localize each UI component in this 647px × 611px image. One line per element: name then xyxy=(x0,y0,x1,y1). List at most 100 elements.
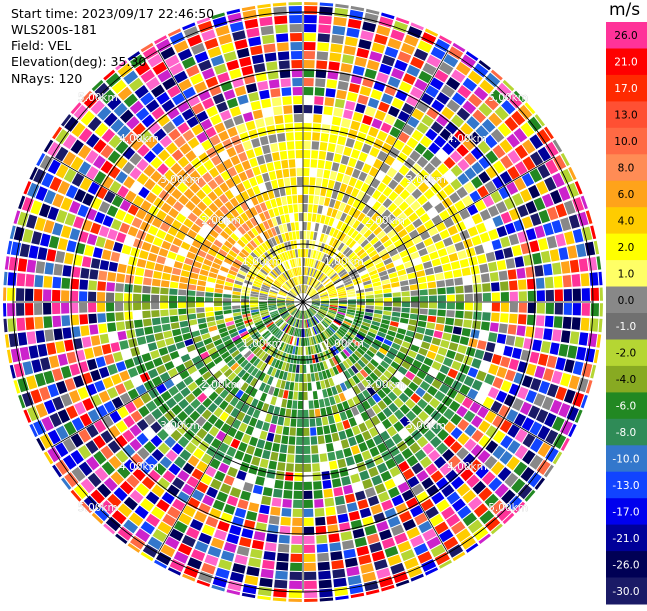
range-gate xyxy=(282,223,288,233)
range-gate xyxy=(238,251,247,260)
range-gate xyxy=(286,372,292,381)
range-gate xyxy=(431,491,445,505)
range-gate xyxy=(261,98,272,109)
range-gate xyxy=(425,506,439,519)
range-gate xyxy=(151,278,161,287)
range-gate xyxy=(441,484,455,498)
range-gate xyxy=(328,291,337,295)
range-gate xyxy=(337,288,346,293)
range-gate xyxy=(383,257,393,266)
range-gate xyxy=(442,332,452,341)
range-gate xyxy=(277,133,286,142)
range-gate xyxy=(545,303,554,315)
range-gate xyxy=(284,381,290,390)
range-gate xyxy=(231,375,241,385)
range-gate xyxy=(251,311,260,316)
range-gate xyxy=(383,224,393,234)
range-gate xyxy=(489,272,499,282)
range-gate xyxy=(219,182,229,193)
colorbar-swatch xyxy=(606,392,647,420)
range-gate xyxy=(77,204,89,218)
range-gate xyxy=(379,220,389,230)
range-gate xyxy=(7,272,17,286)
colorbar-tick-label: 2.0 xyxy=(618,242,635,254)
range-gate xyxy=(490,190,503,204)
range-gate xyxy=(492,144,506,159)
range-gate xyxy=(284,344,289,353)
range-gate xyxy=(299,285,302,294)
range-gate xyxy=(428,309,437,316)
range-gate xyxy=(221,335,231,343)
range-gate xyxy=(216,319,225,325)
range-gate xyxy=(455,285,464,294)
range-gate xyxy=(318,15,332,25)
range-gate xyxy=(446,294,455,302)
range-gate xyxy=(186,476,199,488)
range-gate xyxy=(464,167,477,180)
range-gate xyxy=(134,319,143,328)
range-gate xyxy=(265,200,272,210)
range-gate xyxy=(420,92,434,106)
range-gate xyxy=(342,275,351,282)
range-gate xyxy=(365,291,374,296)
range-gate xyxy=(21,392,34,407)
range-gate xyxy=(454,241,465,252)
colorbar-swatch xyxy=(606,48,647,76)
range-gate xyxy=(530,213,542,226)
range-gate xyxy=(151,484,165,498)
range-gate xyxy=(568,214,580,229)
range-gate xyxy=(387,267,397,274)
range-gate xyxy=(223,339,233,347)
range-gate xyxy=(317,33,330,43)
range-gate xyxy=(327,338,334,347)
range-gate xyxy=(377,205,387,215)
azimuth-spoke xyxy=(157,50,304,303)
range-gate xyxy=(416,100,430,113)
range-gate xyxy=(156,92,170,105)
range-gate xyxy=(393,397,404,408)
range-gate xyxy=(324,160,333,170)
range-gate xyxy=(390,321,399,327)
range-gate xyxy=(119,480,134,495)
range-gate xyxy=(488,332,498,343)
range-gate xyxy=(553,155,567,171)
range-gate xyxy=(560,261,571,274)
range-gate xyxy=(336,266,345,274)
range-gate xyxy=(301,285,303,293)
range-gate xyxy=(326,79,338,89)
range-gate xyxy=(196,110,209,123)
range-gate xyxy=(404,435,416,447)
range-gate xyxy=(40,233,51,247)
range-gate xyxy=(287,270,292,278)
colorbar-swatch xyxy=(606,471,647,499)
range-gate xyxy=(397,481,410,494)
range-gate xyxy=(159,456,173,469)
range-gate xyxy=(287,305,295,310)
range-gate xyxy=(128,256,138,266)
range-gate xyxy=(323,425,331,435)
range-gate xyxy=(346,27,360,38)
range-gate xyxy=(148,368,159,379)
range-gate xyxy=(214,306,223,311)
range-gate xyxy=(363,283,373,289)
range-gate xyxy=(401,296,410,302)
range-gate xyxy=(437,309,446,317)
range-gate xyxy=(303,382,308,391)
range-gate xyxy=(183,417,195,428)
range-gate xyxy=(220,364,230,374)
range-gate xyxy=(252,283,261,288)
range-gate xyxy=(446,99,461,113)
range-gate xyxy=(129,152,142,166)
range-gate xyxy=(400,312,410,319)
range-gate xyxy=(364,524,377,536)
range-gate xyxy=(168,128,181,141)
range-gate xyxy=(157,521,172,535)
range-gate xyxy=(166,484,180,497)
range-gate xyxy=(326,284,335,290)
range-gate xyxy=(361,450,372,461)
range-gate xyxy=(423,237,434,247)
range-gate xyxy=(428,142,441,155)
range-gate xyxy=(552,262,562,275)
range-gate xyxy=(258,326,267,333)
range-gate xyxy=(576,346,587,361)
